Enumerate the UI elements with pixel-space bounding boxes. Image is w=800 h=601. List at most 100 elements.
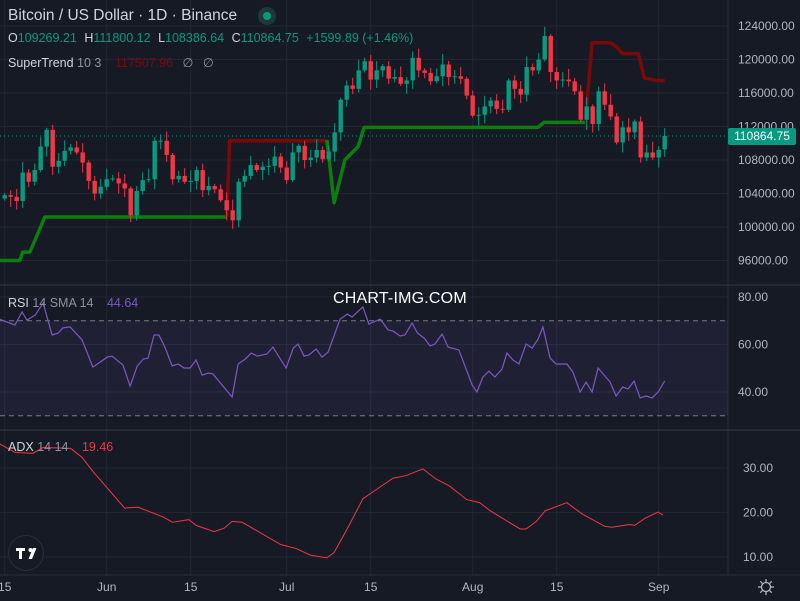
candle <box>368 54 373 90</box>
candle <box>614 112 619 145</box>
candle <box>14 189 19 210</box>
candle <box>8 190 13 207</box>
candle-body <box>194 170 199 181</box>
candle <box>578 84 583 122</box>
candle-body <box>128 188 133 216</box>
candle <box>422 68 427 79</box>
candle-body <box>164 140 169 155</box>
candle-body <box>68 147 73 151</box>
tradingview-logo-icon[interactable] <box>8 535 44 571</box>
rsi-axis-tick-label: 80.00 <box>738 290 768 304</box>
candle <box>584 97 589 130</box>
supertrend-up-line <box>0 215 227 263</box>
candle-body <box>146 179 151 181</box>
candle <box>212 183 217 193</box>
price-axis-tick-label: 108000.00 <box>738 153 795 167</box>
candle-body <box>236 181 241 221</box>
candle-body <box>428 72 433 82</box>
candle-body <box>350 85 355 89</box>
candle <box>38 137 43 173</box>
candle-body <box>644 152 649 158</box>
rsi-legend[interactable]: RSI 14 SMA 14 44.64 <box>8 296 138 310</box>
market-open-status-icon <box>258 7 276 25</box>
candle <box>284 161 289 184</box>
candle <box>632 119 637 140</box>
candle-body <box>20 172 25 202</box>
candle-body <box>578 91 583 120</box>
candle <box>392 69 397 83</box>
candle <box>260 161 265 181</box>
candle-body <box>494 100 499 109</box>
close-label: C <box>231 31 241 45</box>
candle <box>428 67 433 85</box>
candle <box>416 48 421 78</box>
candle <box>134 186 139 221</box>
price-axis-tick-label: 104000.00 <box>738 187 795 201</box>
candle <box>482 95 487 124</box>
candle-body <box>638 121 643 158</box>
candle-body <box>452 76 457 78</box>
candle-body <box>158 140 163 142</box>
candle <box>332 123 337 162</box>
candle-body <box>230 210 235 221</box>
candle <box>518 81 523 104</box>
candle-body <box>14 196 19 202</box>
time-axis-tick-label: Jul <box>279 580 294 594</box>
candle <box>434 68 439 84</box>
candle-body <box>290 152 295 181</box>
candle <box>248 155 253 180</box>
candle <box>224 192 229 221</box>
candle-body <box>320 149 325 160</box>
supertrend-legend[interactable]: SuperTrend 10 3 117507.96 ∅ ∅ <box>8 55 214 70</box>
candle <box>596 86 601 131</box>
candle-body <box>44 129 49 147</box>
candle-body <box>212 185 217 190</box>
candle-body <box>566 79 571 82</box>
time-axis-tick-label: 15 <box>0 580 12 594</box>
candle-body <box>110 178 115 180</box>
candle <box>140 172 145 195</box>
adx-line <box>0 443 664 559</box>
time-axis-tick-label: 15 <box>364 580 378 594</box>
candle <box>464 76 469 100</box>
price-axis-tick-label: 96000.00 <box>738 254 788 268</box>
candle <box>476 106 481 126</box>
candle-body <box>56 160 61 167</box>
candle <box>362 57 367 73</box>
candle-body <box>410 57 415 81</box>
candle <box>536 53 541 75</box>
candle <box>548 33 553 83</box>
supertrend-empty-value-2: ∅ <box>202 56 214 70</box>
candle-body <box>302 145 307 160</box>
symbol-title[interactable]: Bitcoin / US Dollar · 1D · Binance <box>8 7 238 24</box>
candle <box>20 161 25 208</box>
candle <box>110 174 115 182</box>
candle-body <box>344 85 349 100</box>
candle <box>410 51 415 89</box>
candle <box>572 77 577 96</box>
candle-body <box>386 66 391 79</box>
candle <box>56 153 61 174</box>
candle-body <box>296 145 301 153</box>
candle-body <box>488 100 493 107</box>
adx-legend[interactable]: ADX 14 14 19.46 <box>8 440 113 454</box>
high-label: H <box>84 31 94 45</box>
candle-body <box>542 36 547 60</box>
rsi-band-fill <box>0 320 728 416</box>
candle <box>404 76 409 94</box>
ohlc-legend: O109269.21 H111800.12 L108386.64 C110864… <box>8 31 413 45</box>
candle-body <box>116 178 121 184</box>
candle-body <box>614 116 619 143</box>
candle <box>530 63 535 76</box>
candle <box>356 59 361 93</box>
candle-body <box>608 104 613 117</box>
candle-body <box>254 165 259 171</box>
candle-body <box>80 152 85 163</box>
rsi-axis-tick-label: 60.00 <box>738 338 768 352</box>
candle <box>230 199 235 229</box>
settings-gear-icon[interactable] <box>757 578 775 596</box>
candle <box>602 83 607 111</box>
candle <box>290 143 295 183</box>
candle-body <box>446 64 451 78</box>
